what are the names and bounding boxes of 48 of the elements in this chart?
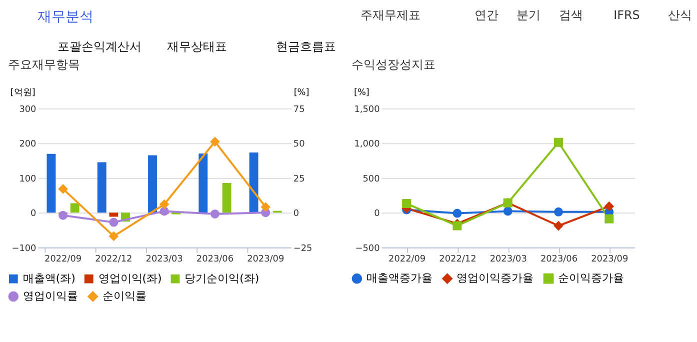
y-tick-label: 1,000 [354, 140, 380, 150]
x-tick-label: 2023/06 [196, 254, 234, 265]
x-tick-label: 2023/03 [490, 254, 527, 265]
text: 재무상태표 [166, 40, 227, 54]
x-tick-label: 2023/09 [591, 254, 628, 265]
x-tick-label: 2023/03 [146, 254, 183, 265]
y-axis-title: [억원] [10, 88, 36, 98]
y-tick-label: 300 [19, 104, 37, 115]
text: 분기 [516, 8, 540, 22]
chart-title: 주요재무항목 [8, 58, 80, 72]
x-tick-label: 2022/12 [439, 254, 476, 265]
x-tick-label: 2022/09 [388, 254, 426, 265]
text: 검색 [558, 8, 583, 22]
text: 재무분석 [38, 8, 94, 25]
legend-label: 순이익증가율 [558, 272, 624, 285]
x-tick-label: 2023/06 [540, 254, 578, 265]
y-tick-label: 500 [362, 174, 380, 184]
y-axis-title: [%] [354, 88, 370, 98]
text: 주재무제표 [360, 8, 420, 22]
text: IFRS [614, 8, 640, 22]
y-tick-label: 1,500 [354, 104, 380, 115]
legend-label: 매출액(좌) [22, 272, 76, 285]
y2-tick-label: 0 [293, 209, 300, 220]
y2-tick-label: −25 [293, 244, 312, 254]
legend-label: 당기순이익(좌) [184, 272, 260, 285]
text: 산식 [668, 8, 692, 22]
x-tick-label: 2022/12 [95, 254, 132, 265]
text: 현금흐름표 [276, 40, 336, 54]
y-tick-label: 0 [374, 209, 380, 220]
y-tick-label: 100 [19, 174, 37, 184]
chart-title: 수익성장성지표 [351, 58, 436, 72]
text: 연간 [474, 8, 499, 22]
y-tick-label: −500 [355, 244, 380, 254]
legend-label: 영업이익(좌) [98, 272, 162, 285]
y-tick-label: 0 [30, 209, 37, 220]
y2-tick-label: 50 [293, 140, 306, 150]
y-tick-label: −100 [12, 244, 37, 254]
legend-label: 매출액증가율 [366, 272, 432, 285]
x-tick-label: 2022/09 [44, 254, 82, 265]
x-tick-label: 2023/09 [247, 254, 284, 265]
y2-axis-title: [%] [294, 88, 310, 98]
legend-label: 순이익률 [102, 289, 146, 302]
legend-label: 영업이익증가율 [456, 272, 534, 285]
text: 포괄손익계산서 [58, 40, 142, 54]
y2-tick-label: 25 [293, 174, 305, 184]
y-tick-label: 200 [19, 140, 37, 150]
legend-label: 영업이익률 [22, 289, 78, 302]
y2-tick-label: 75 [293, 104, 305, 115]
